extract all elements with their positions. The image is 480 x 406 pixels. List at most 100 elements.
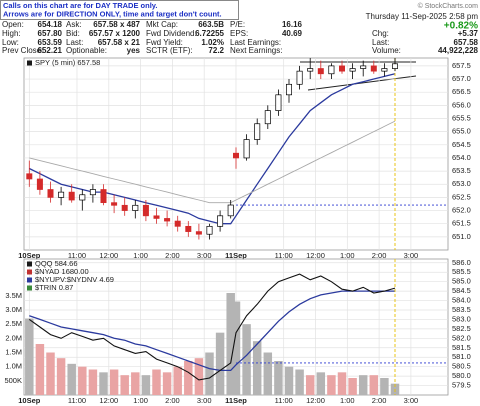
quote-date: Thursday 11-Sep-2025 2:58 pm	[366, 12, 479, 21]
candle-body	[349, 68, 356, 72]
candle-body	[174, 220, 181, 227]
field-label: Volume:	[372, 46, 401, 55]
y-tick-label: 580.5	[452, 362, 471, 371]
field-label: Next Earnings:	[230, 46, 282, 55]
field-label: Low:	[2, 38, 19, 47]
trend-line	[307, 75, 417, 91]
y-tick-label: 657.0	[452, 74, 471, 83]
field-value: 44,922,228	[438, 46, 479, 55]
y-tick-label: 652.5	[452, 192, 471, 201]
volume-bar	[215, 332, 225, 395]
x-tick-label: 11:00	[275, 251, 293, 260]
copyright: © StockCharts.com	[418, 2, 479, 10]
candle-body	[317, 68, 324, 75]
x-tick-label: 11Sep	[225, 396, 247, 405]
x-tick-label: 12:00	[99, 396, 118, 405]
y2-tick-label: 500K	[4, 376, 22, 385]
candle-body	[47, 189, 54, 198]
notice-line: Arrows are for DIRECTION ONLY, time and …	[3, 9, 222, 18]
volume-bar	[231, 301, 241, 395]
field-value: 657.58 x 21	[98, 38, 141, 47]
volume-bar	[184, 361, 193, 395]
legend-label: QQQ 584.66	[35, 259, 78, 268]
legend-label: $NYUPV:$NYDNV 4.69	[35, 275, 114, 284]
y-tick-label: 652.0	[452, 206, 471, 215]
volume-bar	[305, 375, 315, 395]
y-tick-label: 583.0	[452, 314, 471, 323]
y-tick-label: 579.5	[452, 381, 471, 390]
field-value: yes	[127, 46, 141, 55]
candle-body	[89, 189, 96, 196]
candle-body	[26, 173, 33, 180]
price-line	[28, 273, 396, 381]
notice-line: Calls on this chart are for DAY TRADE on…	[3, 1, 157, 10]
volume-bar	[252, 341, 262, 395]
volume-bar	[120, 375, 129, 395]
y2-tick-label: 3.5M	[5, 291, 22, 300]
candle-body	[121, 204, 128, 211]
field-value: 72.2	[208, 46, 224, 55]
volume-bar	[205, 352, 214, 395]
y-tick-label: 654.5	[452, 140, 471, 149]
x-tick-label: 11:00	[275, 396, 293, 405]
field-label: Fwd Dividend:	[146, 29, 197, 38]
x-tick-label: 1:00	[340, 396, 355, 405]
candle-body	[206, 225, 213, 235]
volume-bar	[337, 372, 347, 395]
x-tick-label: 11Sep	[225, 251, 247, 260]
moving-average	[29, 120, 396, 204]
legend-label: SPY (5 min) 657.58	[35, 58, 100, 67]
y-tick-label: 585.0	[452, 277, 471, 286]
volume-bar	[226, 293, 235, 395]
field-value: 657.58	[454, 38, 479, 47]
y2-tick-label: 1.0M	[5, 362, 22, 371]
field-value: 657.58 x 487	[93, 20, 140, 29]
legend-label: $NYAD 1680.00	[35, 267, 89, 276]
change-percent: +0.82%	[444, 21, 478, 32]
field-value: 657.80	[38, 29, 63, 38]
y-tick-label: 580.0	[452, 371, 471, 380]
y-tick-label: 657.5	[452, 61, 471, 70]
candle-body	[227, 204, 234, 217]
x-tick-label: 2:00	[165, 251, 180, 260]
y-tick-label: 655.0	[452, 127, 471, 136]
legend-swatch	[27, 277, 32, 283]
x-tick-label: 12:00	[99, 251, 118, 260]
candle-body	[381, 68, 388, 72]
y-tick-label: 584.5	[452, 286, 471, 295]
volume-bar	[162, 372, 172, 395]
volume-bar	[242, 324, 251, 395]
x-tick-label: 3:00	[197, 396, 212, 405]
y-tick-label: 583.5	[452, 305, 471, 314]
field-value: +5.37	[458, 29, 479, 38]
moving-average	[29, 290, 395, 372]
y-tick-label: 656.5	[452, 87, 471, 96]
volume-bar	[348, 378, 357, 395]
field-label: Fwd Yield:	[146, 38, 183, 47]
candle-body	[328, 65, 335, 75]
x-tick-label: 2:00	[165, 396, 180, 405]
field-label: Last:	[66, 38, 83, 47]
y2-tick-label: 2.5M	[5, 319, 22, 328]
legend-swatch	[27, 285, 32, 291]
field-label: P/E:	[230, 20, 245, 29]
volume-bar	[380, 378, 389, 395]
candle-body	[360, 65, 367, 69]
x-tick-label: 3:00	[404, 396, 419, 405]
y2-tick-label: 3.0M	[5, 305, 22, 314]
x-tick-label: 12:00	[306, 396, 325, 405]
y-tick-label: 651.0	[452, 232, 471, 241]
field-value: 40.69	[282, 29, 303, 38]
y-tick-label: 581.5	[452, 343, 471, 352]
candle-body	[79, 194, 86, 201]
field-value: 663.5B	[198, 20, 224, 29]
volume-bar	[67, 363, 76, 395]
candle-body	[111, 202, 118, 206]
candle-body	[233, 152, 240, 159]
x-tick-label: 2:00	[372, 396, 387, 405]
legend-swatch	[27, 261, 32, 267]
field-label: Ask:	[66, 20, 82, 29]
volume-bar	[56, 358, 66, 395]
volume-bar	[25, 318, 34, 395]
y-tick-label: 586.0	[452, 258, 471, 267]
